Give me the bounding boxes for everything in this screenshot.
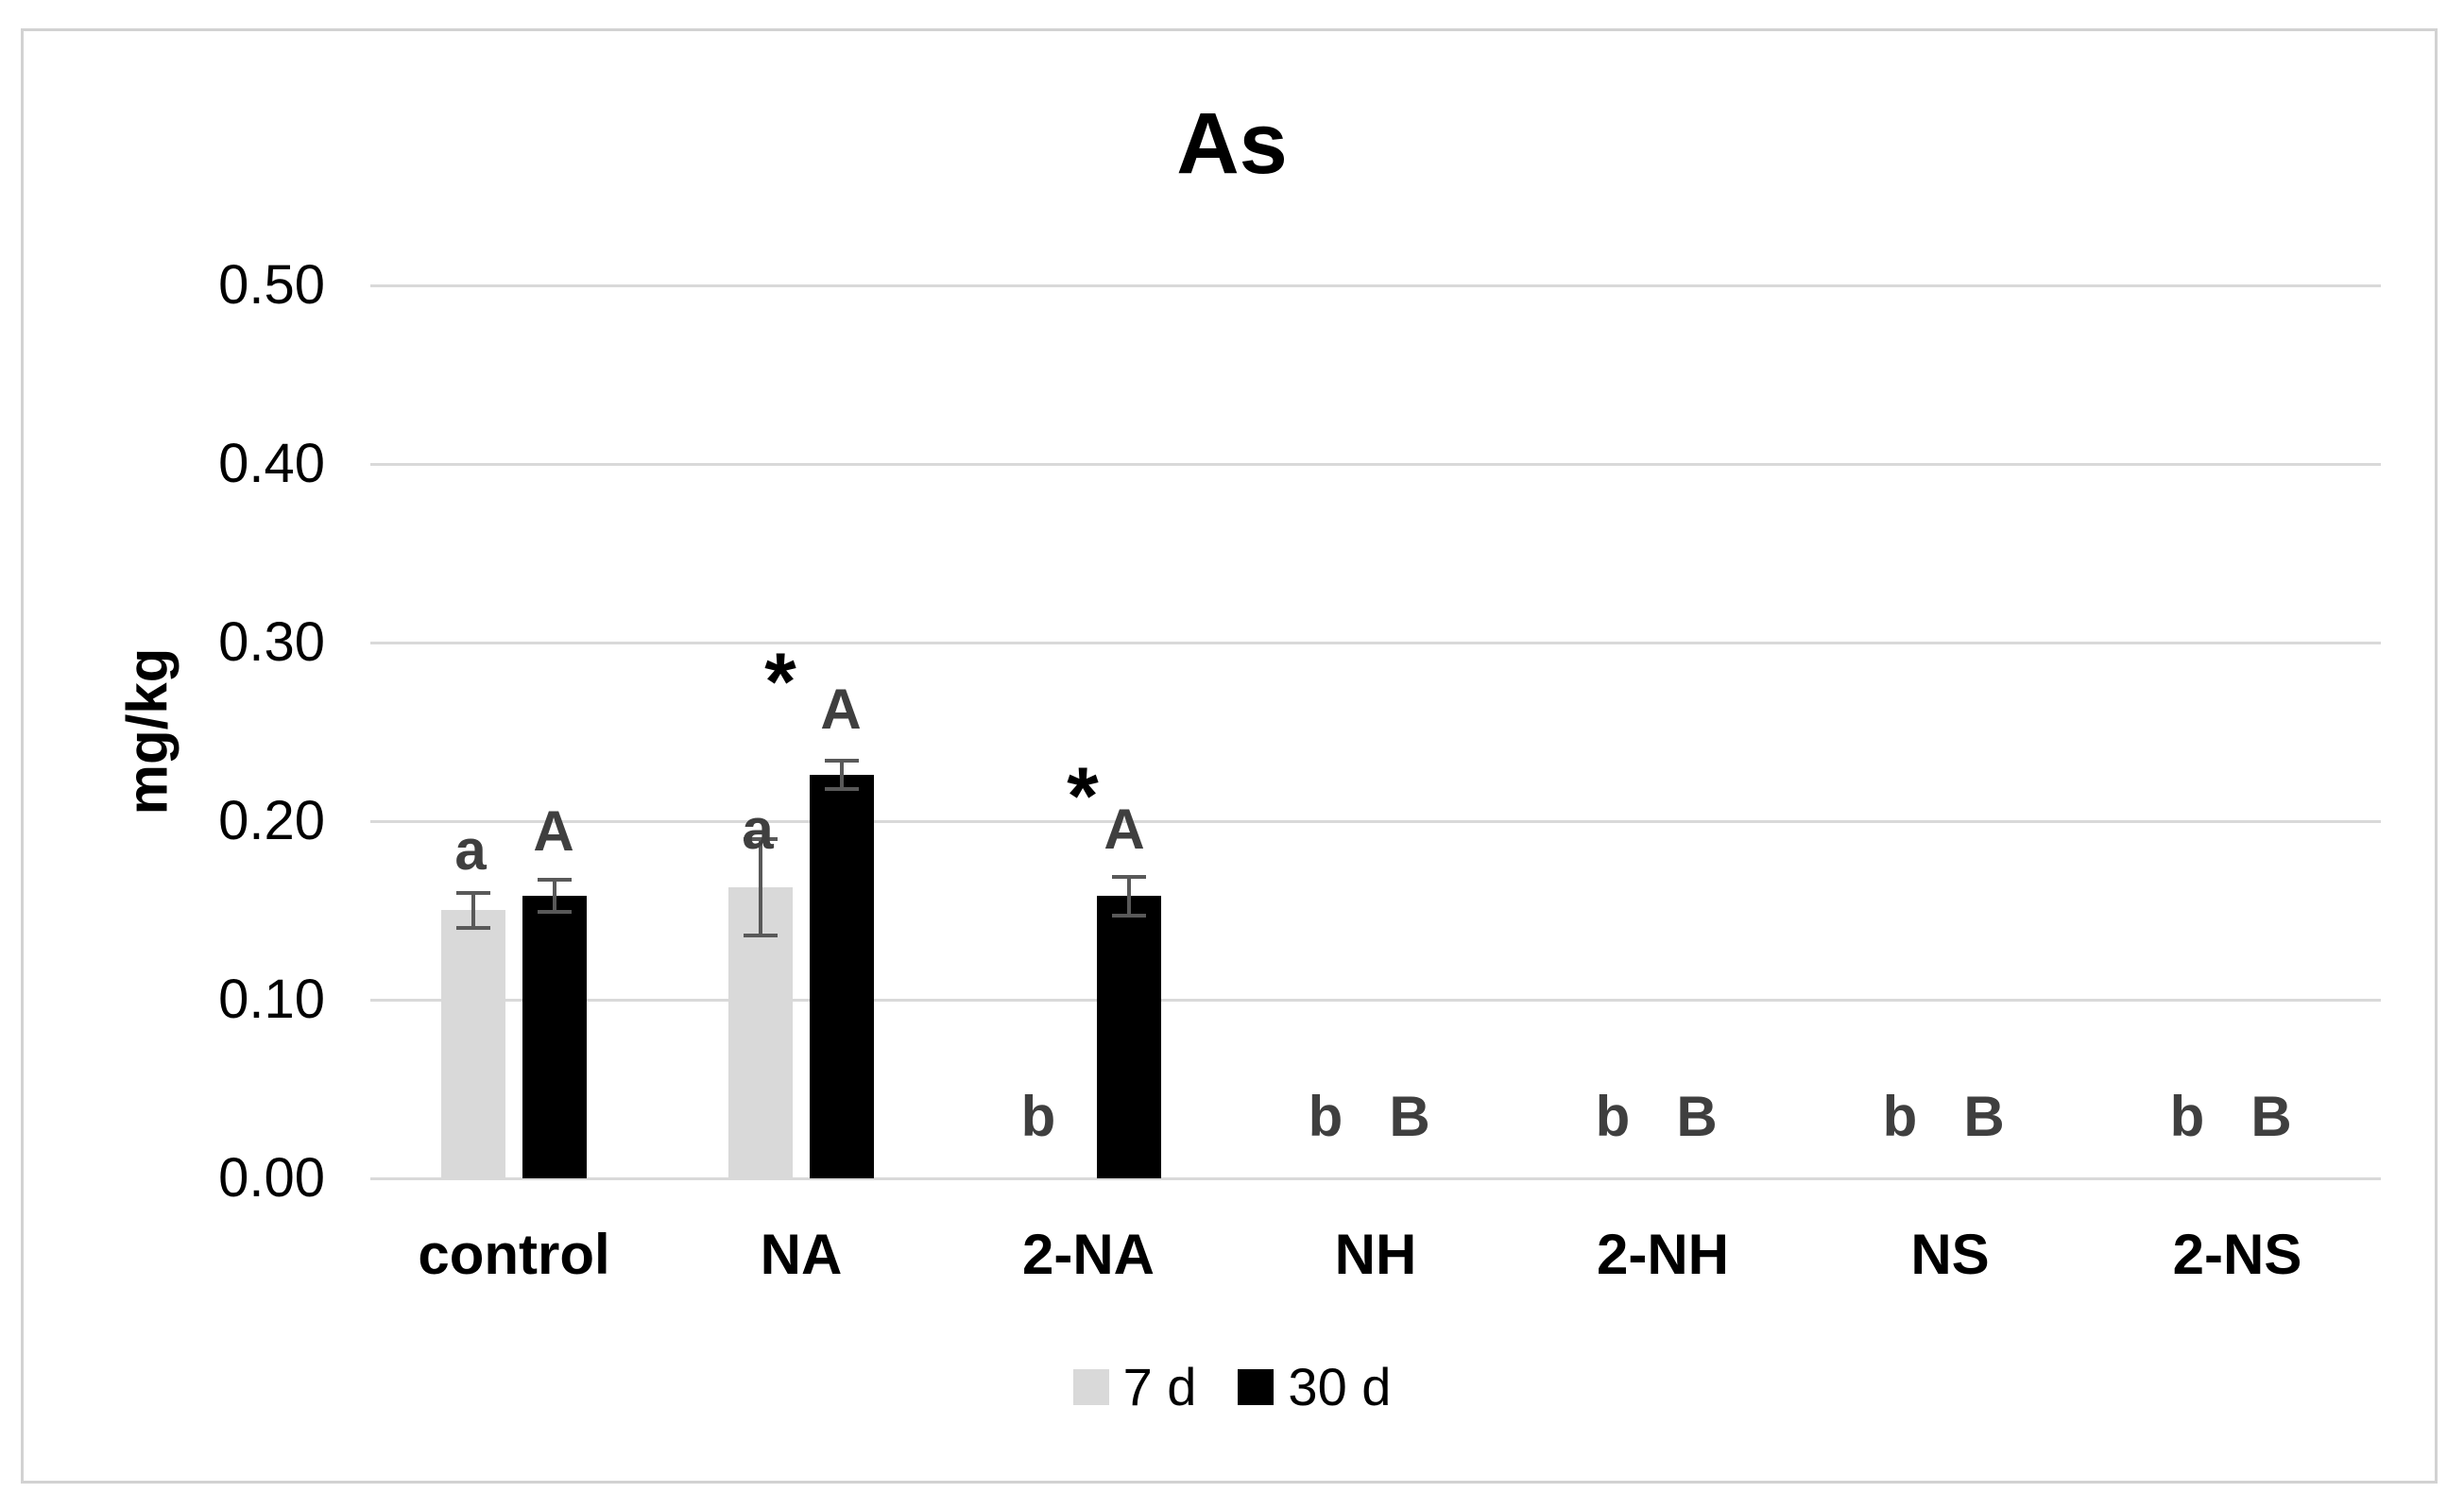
significance-asterisk: *	[764, 637, 796, 729]
x-axis-label-2-NH: 2-NH	[1596, 1223, 1729, 1286]
error-bar-stem	[471, 890, 475, 931]
significance-letter: B	[2250, 1084, 2292, 1148]
x-axis-label-2-NA: 2-NA	[1021, 1223, 1155, 1286]
gridline	[370, 642, 2381, 644]
significance-letter: b	[1882, 1084, 1918, 1148]
error-bar-cap-top	[456, 890, 490, 895]
y-tick-label: 0.30	[218, 611, 325, 673]
significance-letter: b	[2169, 1084, 2205, 1148]
y-tick-label: 0.20	[218, 790, 325, 851]
error-bar-cap-top	[744, 837, 778, 841]
gridline	[370, 463, 2381, 466]
significance-letter: A	[533, 798, 574, 863]
y-tick-label: 0.10	[218, 969, 325, 1030]
error-bar-stem	[759, 837, 762, 937]
bar-30d-control	[522, 896, 587, 1178]
gridline	[370, 284, 2381, 287]
gridline	[370, 1177, 2381, 1180]
legend-item-30d: 30 d	[1238, 1357, 1392, 1416]
legend-swatch-30d	[1238, 1369, 1275, 1405]
bar-7d-control	[441, 910, 505, 1178]
x-axis-label-NS: NS	[1910, 1223, 1990, 1286]
error-bar	[825, 758, 859, 791]
error-bar-cap-top	[538, 878, 572, 883]
error-bar-stem	[553, 878, 556, 915]
error-bar	[744, 837, 778, 937]
gridline	[370, 820, 2381, 823]
legend-item-7d: 7 d	[1072, 1357, 1197, 1416]
significance-letter: a	[742, 797, 774, 861]
significance-letter: b	[1020, 1084, 1056, 1148]
x-axis-label-NA: NA	[760, 1223, 843, 1286]
significance-letter: A	[1104, 797, 1145, 861]
significance-letter: A	[820, 678, 862, 742]
significance-letter: B	[1963, 1084, 2005, 1148]
error-bar-cap-bottom	[1112, 914, 1146, 918]
gridline	[370, 999, 2381, 1002]
bar-30d-2-NA	[1097, 896, 1161, 1178]
error-bar	[456, 890, 490, 931]
bar-30d-NA	[810, 775, 874, 1178]
significance-letter: a	[454, 818, 487, 883]
legend-label-30d: 30 d	[1288, 1357, 1392, 1416]
error-bar-cap-bottom	[744, 933, 778, 937]
x-axis-label-control: control	[418, 1223, 610, 1286]
significance-letter: B	[1389, 1084, 1430, 1148]
error-bar	[538, 878, 572, 915]
significance-letter: B	[1676, 1084, 1718, 1148]
legend-label-7d: 7 d	[1122, 1357, 1197, 1416]
error-bar-cap-top	[825, 758, 859, 763]
significance-letter: b	[1595, 1084, 1631, 1148]
x-axis-label-2-NS: 2-NS	[2172, 1223, 2302, 1286]
error-bar	[1112, 874, 1146, 918]
plot-area	[370, 284, 2381, 1180]
x-axis-label-NH: NH	[1334, 1223, 1417, 1286]
y-tick-label: 0.00	[218, 1147, 325, 1209]
significance-letter: b	[1308, 1084, 1343, 1148]
significance-asterisk: *	[1067, 751, 1099, 843]
error-bar-stem	[840, 758, 844, 791]
chart-title: As	[1176, 95, 1288, 192]
chart-border	[21, 28, 2438, 1484]
legend: 7 d 30 d	[0, 1357, 2464, 1416]
error-bar-cap-bottom	[456, 926, 490, 931]
y-tick-label: 0.40	[218, 433, 325, 494]
error-bar-cap-top	[1112, 874, 1146, 879]
error-bar-cap-bottom	[825, 786, 859, 791]
error-bar-stem	[1127, 874, 1131, 918]
error-bar-cap-bottom	[538, 910, 572, 915]
legend-swatch-7d	[1072, 1369, 1109, 1405]
y-tick-label: 0.50	[218, 254, 325, 316]
